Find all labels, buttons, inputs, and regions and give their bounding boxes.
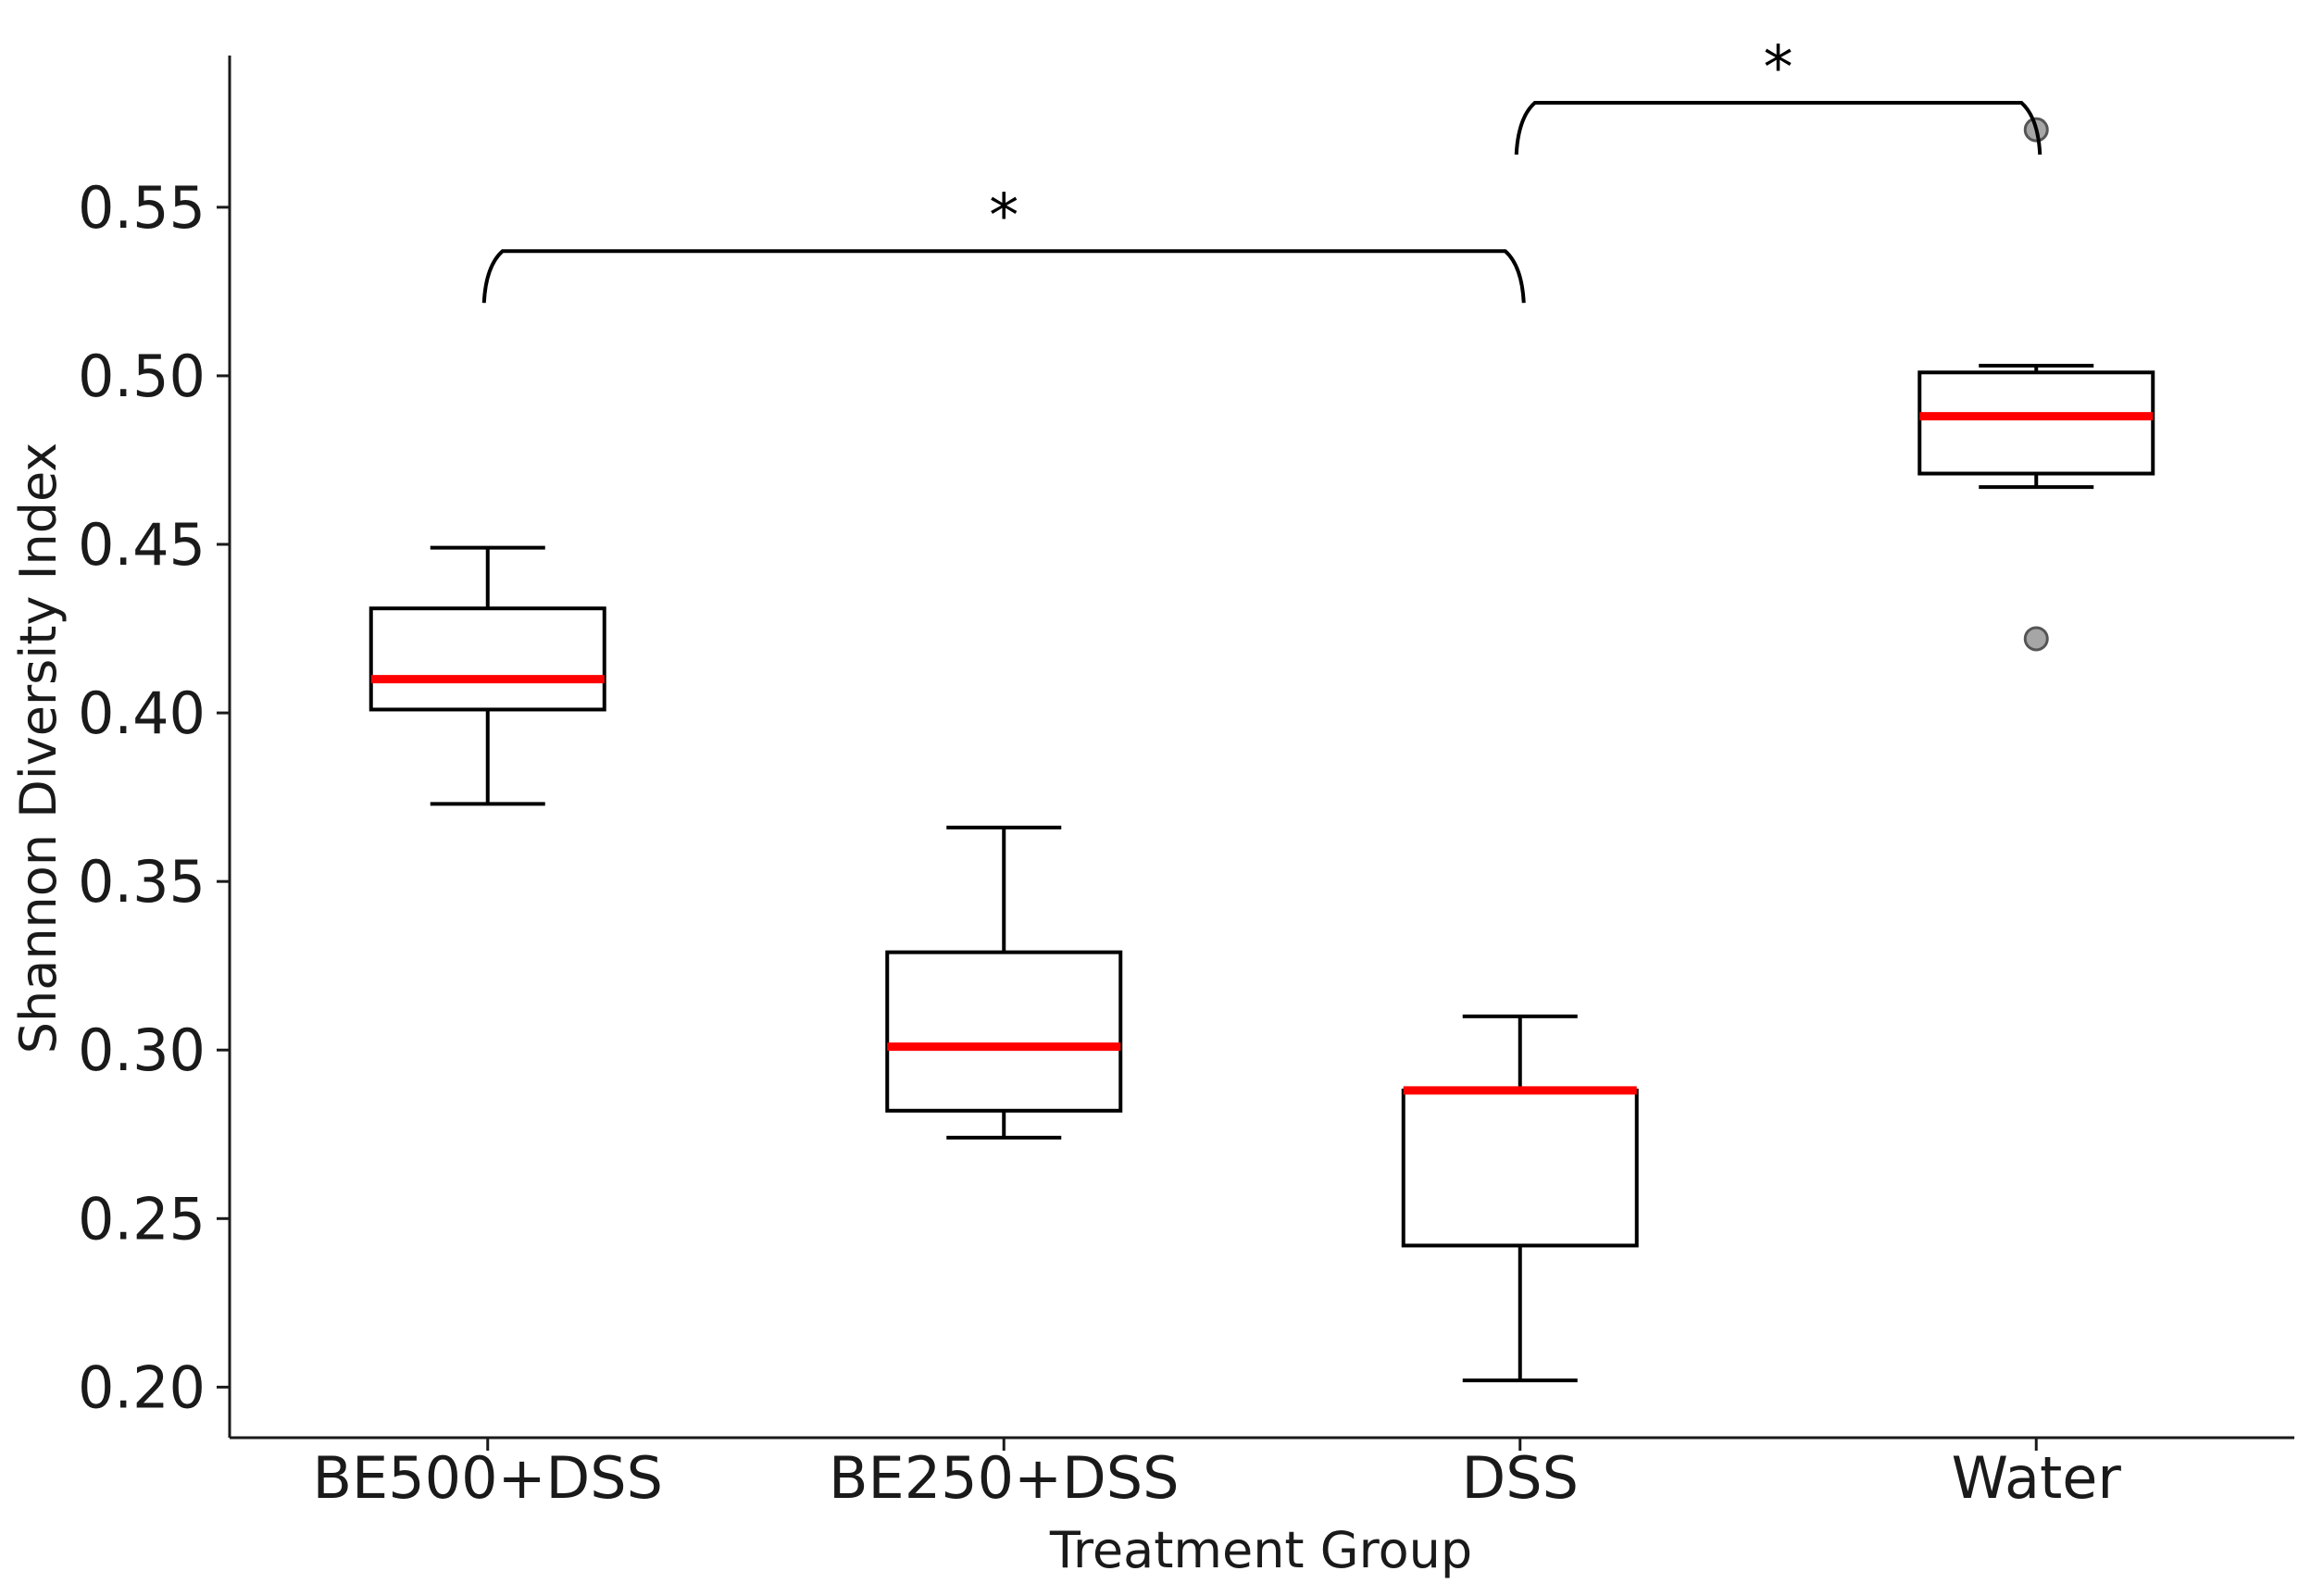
y-tick-label: 0.25	[78, 1185, 206, 1253]
y-tick-label: 0.55	[78, 174, 206, 242]
bracket-dss-vs-water: *	[1514, 34, 2042, 156]
bracket-line	[481, 249, 1526, 304]
y-tick-label: 0.45	[78, 511, 206, 579]
significance-star: *	[1764, 34, 1793, 103]
iqr-box	[1918, 370, 2155, 476]
significance-brackets: **	[481, 34, 2042, 304]
x-tick-label: Water	[1952, 1444, 2122, 1512]
outlier-point	[2023, 626, 2049, 652]
y-tick-label: 0.40	[78, 680, 206, 747]
axes	[228, 56, 2294, 1440]
y-tick-label: 0.50	[78, 343, 206, 410]
significance-star: *	[989, 182, 1018, 251]
bracket-line	[1514, 100, 2042, 156]
bracket-be500-dss-vs-dss: *	[481, 182, 1526, 304]
y-tick-label: 0.35	[78, 848, 206, 916]
y-tick-label: 0.30	[78, 1016, 206, 1084]
box-dss	[1401, 1014, 1639, 1383]
y-axis-ticks: 0.20 0.25 0.30 0.35 0.40 0.45 0.50 0.55	[78, 174, 230, 1421]
box-be500-dss	[369, 545, 606, 806]
iqr-box	[369, 606, 606, 712]
iqr-box	[885, 950, 1123, 1113]
y-tick-label: 0.20	[78, 1353, 206, 1421]
boxes	[369, 117, 2155, 1383]
y-axis-title: Shannon Diversity Index	[9, 443, 68, 1054]
x-tick-label: DSS	[1462, 1444, 1579, 1512]
x-tick-label: BE500+DSS	[313, 1444, 663, 1512]
box-be250-dss	[885, 825, 1123, 1140]
x-axis-title: Treatment Group	[1049, 1521, 1472, 1579]
x-axis-ticks: BE500+DSS BE250+DSS DSS Water	[313, 1438, 2122, 1512]
iqr-box	[1401, 1088, 1639, 1248]
box-water	[1918, 117, 2155, 652]
x-tick-label: BE250+DSS	[829, 1444, 1179, 1512]
